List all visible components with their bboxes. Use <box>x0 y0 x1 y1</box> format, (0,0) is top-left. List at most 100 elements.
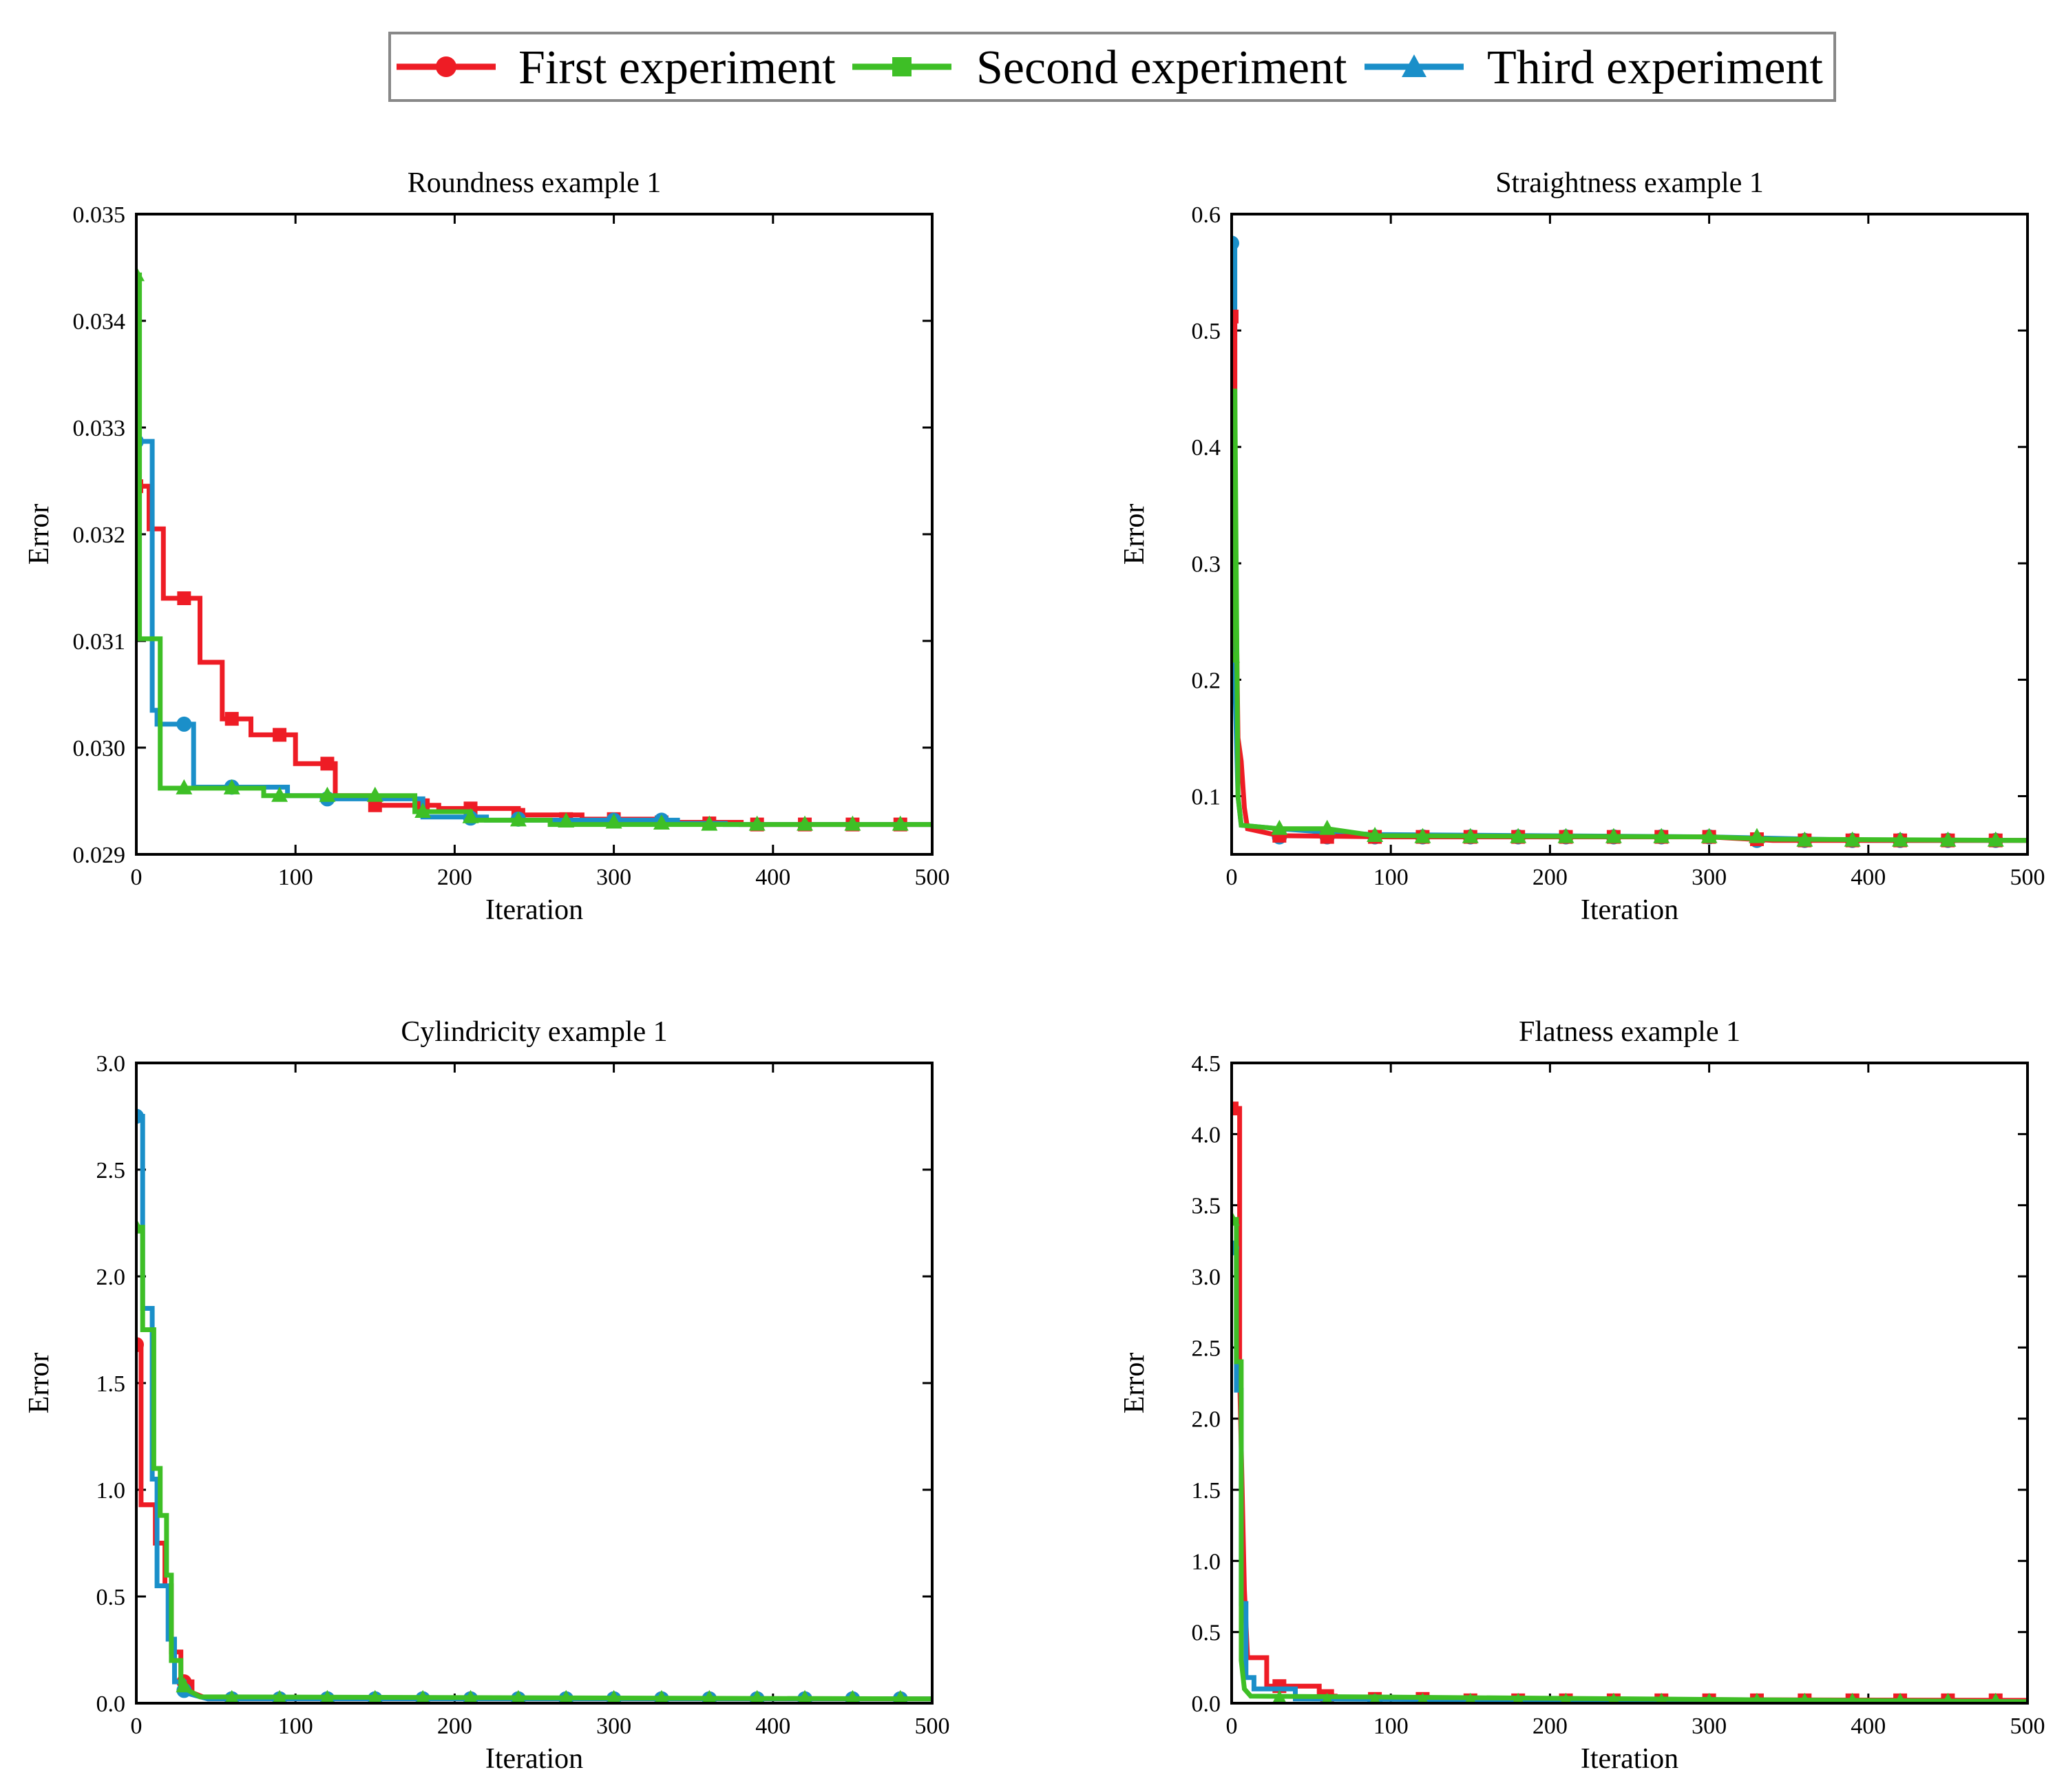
data-point <box>797 815 814 831</box>
x-tick-label: 100 <box>278 865 313 890</box>
x-tick-label: 300 <box>1692 1714 1727 1739</box>
y-tick-label: 3.0 <box>96 1051 126 1077</box>
series-line-3 <box>1232 388 2028 843</box>
data-point <box>702 1689 717 1703</box>
x-tick-label: 500 <box>2010 1714 2045 1739</box>
data-point <box>1656 1692 1667 1703</box>
data-point <box>1232 235 1239 251</box>
data-point <box>1272 1689 1287 1703</box>
data-point <box>1557 828 1575 843</box>
legend-entry-second: Second experiment <box>852 41 1347 94</box>
data-point <box>1232 309 1239 324</box>
data-point <box>1894 1692 1906 1703</box>
data-point <box>653 814 670 830</box>
y-tick-label: 0.6 <box>1192 202 1221 228</box>
data-point <box>1987 831 2004 847</box>
data-point <box>844 815 861 831</box>
data-point <box>797 1689 812 1703</box>
plot-area <box>1232 1063 2028 1703</box>
data-point <box>319 1689 335 1703</box>
legend: First experiment Second experiment Third… <box>388 32 1836 102</box>
chart-title: Straightness example 1 <box>1495 167 1764 199</box>
y-tick-label: 0.030 <box>73 736 126 761</box>
data-point <box>176 1677 193 1693</box>
x-tick-label: 0 <box>131 1714 143 1739</box>
x-tick-label: 500 <box>915 1714 950 1739</box>
chart-title: Flatness example 1 <box>1519 1016 1740 1048</box>
data-point <box>511 1689 526 1703</box>
data-point <box>1414 828 1431 843</box>
x-tick-label: 0 <box>131 865 143 890</box>
data-point <box>1464 1692 1477 1703</box>
x-axis-label: Iteration <box>1581 1743 1678 1775</box>
y-tick-label: 2.5 <box>96 1158 126 1183</box>
series-line-3 <box>136 272 932 828</box>
x-axis-label: Iteration <box>1581 894 1678 926</box>
data-point <box>1844 831 1861 847</box>
y-tick-label: 0.5 <box>1192 1621 1221 1646</box>
series-group <box>1232 1101 2028 1703</box>
y-tick-label: 0.031 <box>73 629 126 655</box>
legend-marker-third <box>1402 54 1426 77</box>
y-axis-label: Error <box>23 1353 55 1414</box>
y-tick-label: 2.0 <box>96 1265 126 1290</box>
y-tick-label: 4.0 <box>1192 1122 1221 1148</box>
data-point <box>1846 1692 1858 1703</box>
series-group <box>136 1108 933 1703</box>
y-tick-label: 0.1 <box>1192 784 1221 810</box>
x-tick-label: 200 <box>1533 865 1568 890</box>
series-line-3 <box>1232 1216 2028 1703</box>
data-point <box>136 1108 144 1124</box>
x-tick-label: 100 <box>1373 865 1409 890</box>
x-tick-label: 400 <box>1851 1714 1886 1739</box>
plot-area <box>136 1063 932 1703</box>
x-tick-label: 400 <box>755 1714 790 1739</box>
y-tick-label: 0.4 <box>1192 435 1221 461</box>
data-point <box>1321 1692 1333 1703</box>
data-point <box>223 779 240 794</box>
data-point <box>1608 1692 1620 1703</box>
legend-label-second: Second experiment <box>976 41 1347 94</box>
x-tick-label: 200 <box>437 865 472 890</box>
x-tick-label: 300 <box>1692 865 1727 890</box>
y-tick-label: 1.0 <box>1192 1549 1221 1574</box>
data-point <box>1653 828 1670 843</box>
data-point <box>1751 1692 1763 1703</box>
data-point <box>176 779 193 794</box>
chart-title: Roundness example 1 <box>408 167 662 199</box>
series-group <box>1232 235 2028 848</box>
chart-straightness: Straightness example 1 0 100 200 300 400 500 0.… <box>1119 167 2045 926</box>
plot-area <box>1232 214 2028 854</box>
data-point <box>607 1689 622 1703</box>
x-tick-label: 500 <box>915 865 950 890</box>
y-axis-label: Error <box>1119 1353 1150 1414</box>
data-point <box>1367 826 1384 842</box>
data-point <box>1417 1692 1429 1703</box>
data-point <box>701 815 718 831</box>
data-point <box>462 808 479 823</box>
data-point <box>1232 647 1240 663</box>
data-point <box>176 716 192 732</box>
y-tick-label: 1.5 <box>96 1371 126 1397</box>
y-tick-label: 0.5 <box>1192 319 1221 344</box>
data-point <box>1892 831 1909 847</box>
data-point <box>654 1689 669 1703</box>
data-point <box>1232 1101 1239 1116</box>
data-point <box>224 1689 240 1703</box>
data-point <box>1700 828 1718 843</box>
data-point <box>750 1689 765 1703</box>
data-point <box>1369 1692 1381 1703</box>
data-point <box>1462 828 1479 843</box>
y-tick-label: 2.5 <box>1192 1336 1221 1361</box>
y-tick-label: 0.3 <box>1192 551 1221 577</box>
y-tick-label: 2.0 <box>1192 1407 1221 1433</box>
x-tick-label: 0 <box>1226 865 1238 890</box>
x-tick-label: 400 <box>755 865 790 890</box>
data-point <box>509 811 527 827</box>
y-tick-label: 0.032 <box>73 523 126 548</box>
legend-frame <box>388 32 1836 102</box>
y-axis-label: Error <box>1119 504 1150 565</box>
data-point <box>1510 828 1527 843</box>
data-point <box>558 1689 573 1703</box>
data-point <box>224 712 239 726</box>
